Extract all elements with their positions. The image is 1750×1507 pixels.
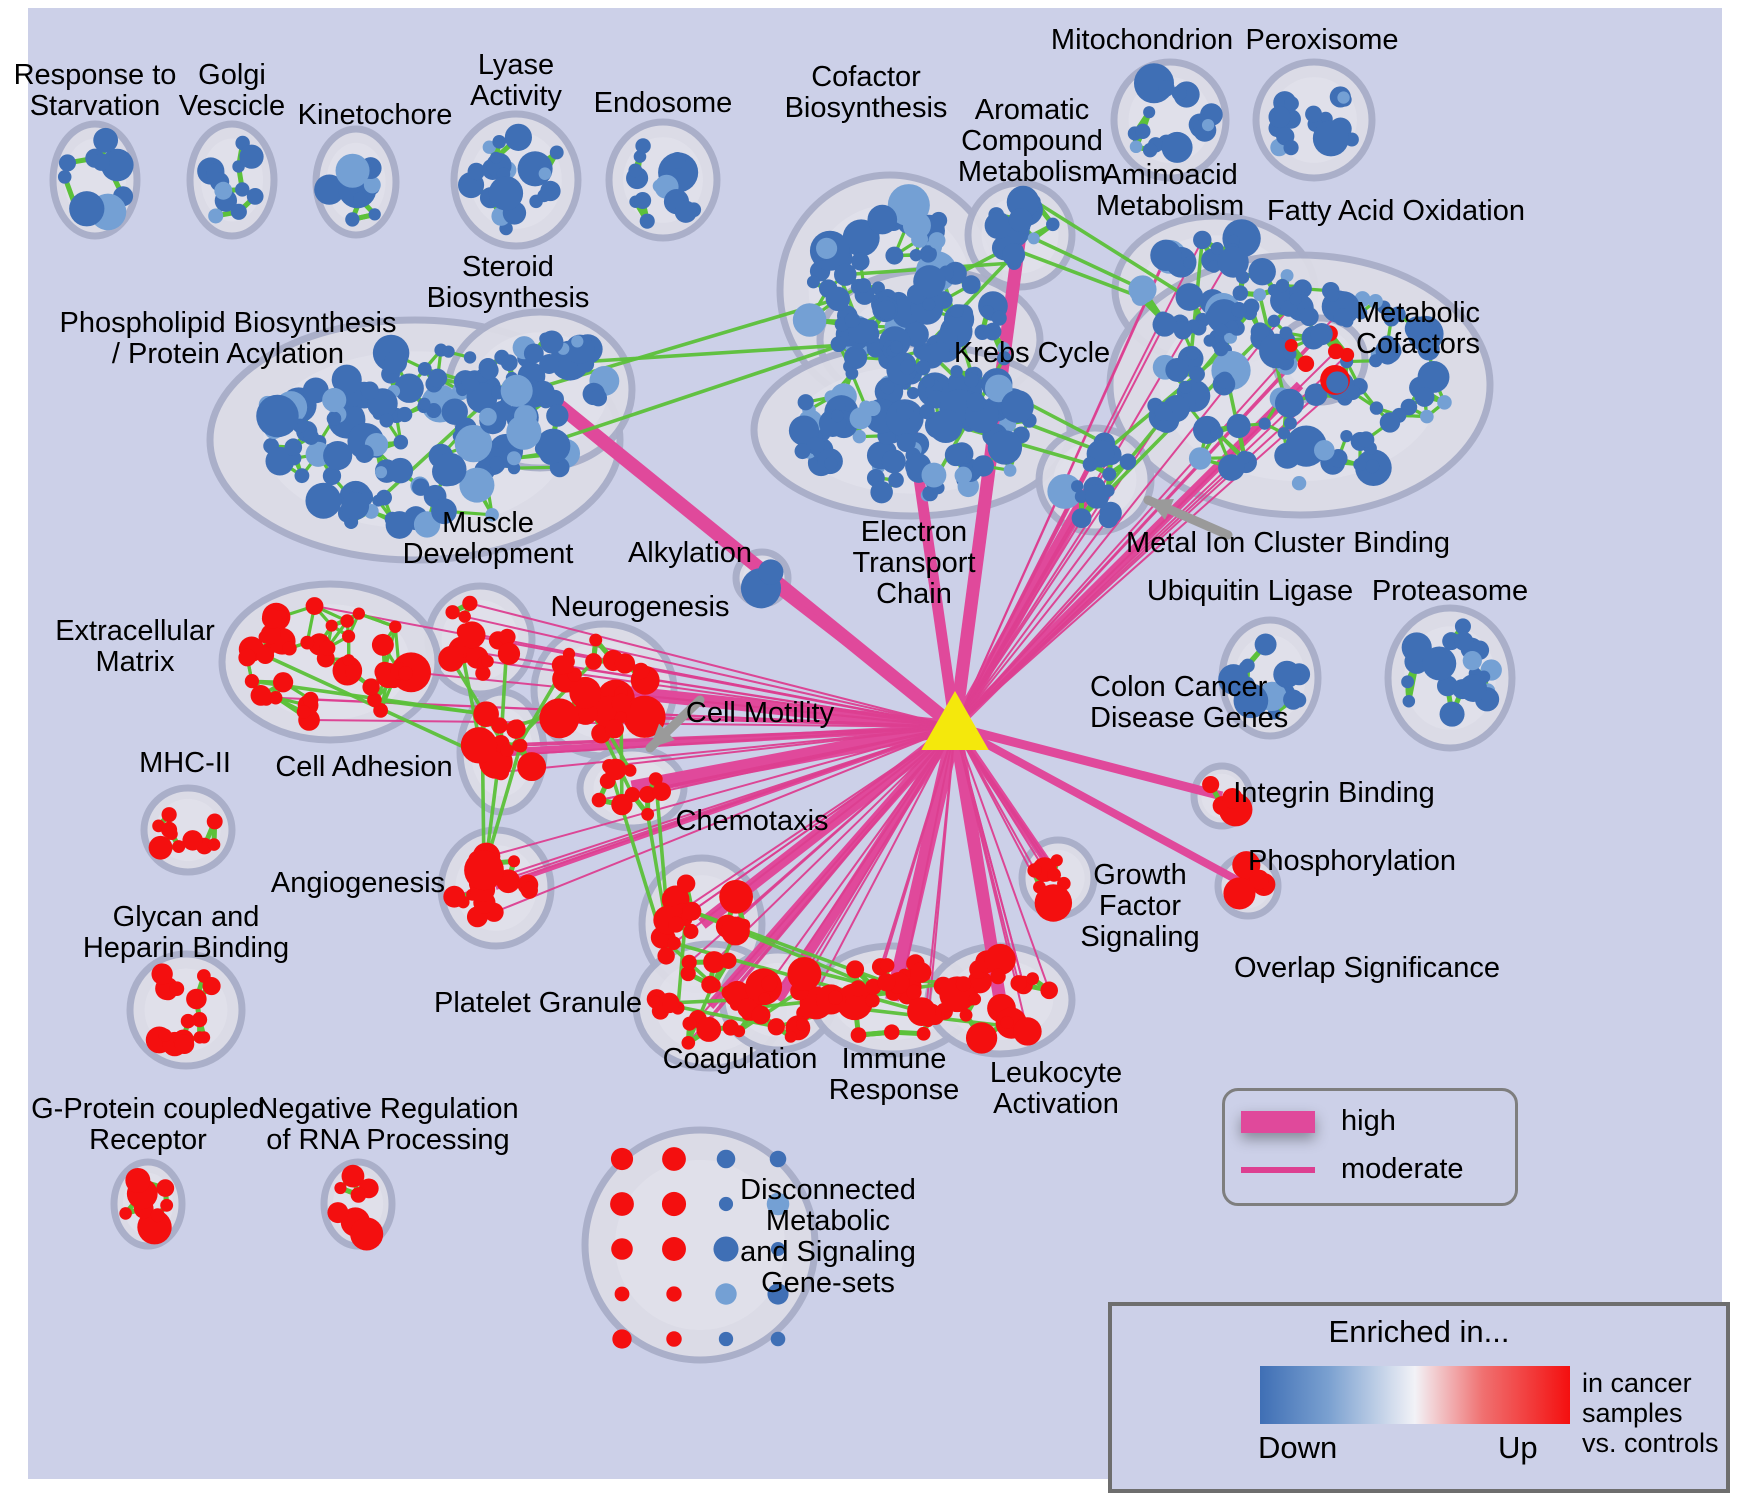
cluster-label-immune-response: Immune Response xyxy=(828,1043,960,1107)
enriched-side-note: in cancer samples vs. controls xyxy=(1582,1368,1719,1459)
enrichment-color-gradient xyxy=(1260,1366,1570,1424)
cluster-label-phosphorylation: Phosphorylation xyxy=(1248,845,1456,877)
overlap-significance-legend: high moderate xyxy=(1222,1088,1518,1206)
cluster-label-steroid-biosynthesis: Steroid Biosynthesis xyxy=(426,251,590,315)
overlap-legend-title: Overlap Significance xyxy=(1234,952,1500,984)
cluster-label-angiogenesis: Angiogenesis xyxy=(270,867,446,899)
cluster-label-response-to-starvation: Response to Starvation xyxy=(13,59,177,123)
moderate-swatch xyxy=(1241,1166,1315,1173)
cluster-label-electron-transport-chain: Electron Transport Chain xyxy=(852,516,976,611)
cluster-label-endosome: Endosome xyxy=(593,87,733,119)
cluster-label-platelet-granule: Platelet Granule xyxy=(434,987,642,1019)
high-swatch xyxy=(1241,1110,1315,1133)
cluster-label-neurogenesis: Neurogenesis xyxy=(550,591,730,623)
cluster-label-mitochondrion: Mitochondrion xyxy=(1050,24,1234,56)
cluster-label-proteasome: Proteasome xyxy=(1371,575,1529,607)
legend-label-moderate: moderate xyxy=(1341,1153,1464,1185)
cluster-label-muscle-development: Muscle Development xyxy=(402,507,574,571)
cluster-label-golgi-vescicle: Golgi Vescicle xyxy=(178,59,286,123)
enriched-legend-title: Enriched in... xyxy=(1328,1314,1510,1349)
legend-label-high: high xyxy=(1341,1105,1396,1137)
cluster-label-growth-factor-signaling: Growth Factor Signaling xyxy=(1080,859,1200,954)
cluster-label-metal-ion-cluster-binding: Metal Ion Cluster Binding xyxy=(1126,527,1450,559)
cluster-label-lyase-activity: Lyase Activity xyxy=(470,49,562,113)
cluster-label-fatty-acid-oxidation: Fatty Acid Oxidation xyxy=(1267,195,1525,227)
cluster-label-cell-adhesion: Cell Adhesion xyxy=(275,751,453,783)
cluster-label-extracellular-matrix: Extracellular Matrix xyxy=(55,615,215,679)
cluster-label-phospholipid-biosynthesis: Phospholipid Biosynthesis / Protein Acyl… xyxy=(59,307,397,371)
gradient-high-label: Up xyxy=(1498,1430,1538,1465)
cluster-label-integrin-binding: Integrin Binding xyxy=(1233,777,1435,809)
cluster-label-mhc-ii: MHC-II xyxy=(139,747,231,779)
cluster-label-aromatic-compound-metabolism: Aromatic Compound Metabolism xyxy=(957,94,1107,189)
cluster-label-kinetochore: Kinetochore xyxy=(297,99,453,131)
cluster-label-metabolic-cofactors: Metabolic Cofactors xyxy=(1355,297,1481,361)
hub-label-colon-cancer-disease-genes: Colon Cancer Disease Genes xyxy=(1090,671,1289,735)
cluster-label-coagulation: Coagulation xyxy=(662,1043,818,1075)
gradient-low-label: Down xyxy=(1258,1430,1338,1465)
cluster-label-disconnected-gene-sets: Disconnected Metabolic and Signaling Gen… xyxy=(740,1174,916,1300)
cluster-label-leukocyte-activation: Leukocyte Activation xyxy=(989,1057,1123,1121)
legend-entry-moderate: moderate xyxy=(1241,1153,1464,1186)
cluster-label-krebs-cycle: Krebs Cycle xyxy=(953,337,1111,369)
cluster-label-negative-regulation-rna-processing: Negative Regulation of RNA Processing xyxy=(257,1093,519,1157)
cluster-label-aminoacid-metabolism: Aminoacid Metabolism xyxy=(1095,159,1245,223)
cluster-label-cofactor-biosynthesis: Cofactor Biosynthesis xyxy=(784,61,948,125)
cluster-label-glycan-heparin-binding: Glycan and Heparin Binding xyxy=(82,901,290,965)
cluster-label-chemotaxis: Chemotaxis xyxy=(675,805,829,837)
cluster-label-cell-motility: Cell Motility xyxy=(685,697,835,729)
legend-entry-high: high xyxy=(1241,1105,1396,1138)
cluster-label-alkylation: Alkylation xyxy=(627,537,753,569)
cluster-label-ubiquitin-ligase: Ubiquitin Ligase xyxy=(1146,575,1354,607)
cluster-label-g-protein-coupled-receptor: G-Protein coupled Receptor xyxy=(31,1093,265,1157)
cluster-label-peroxisome: Peroxisome xyxy=(1245,24,1399,56)
enriched-in-legend: Enriched in... Down Up in cancer samples… xyxy=(1108,1302,1730,1493)
